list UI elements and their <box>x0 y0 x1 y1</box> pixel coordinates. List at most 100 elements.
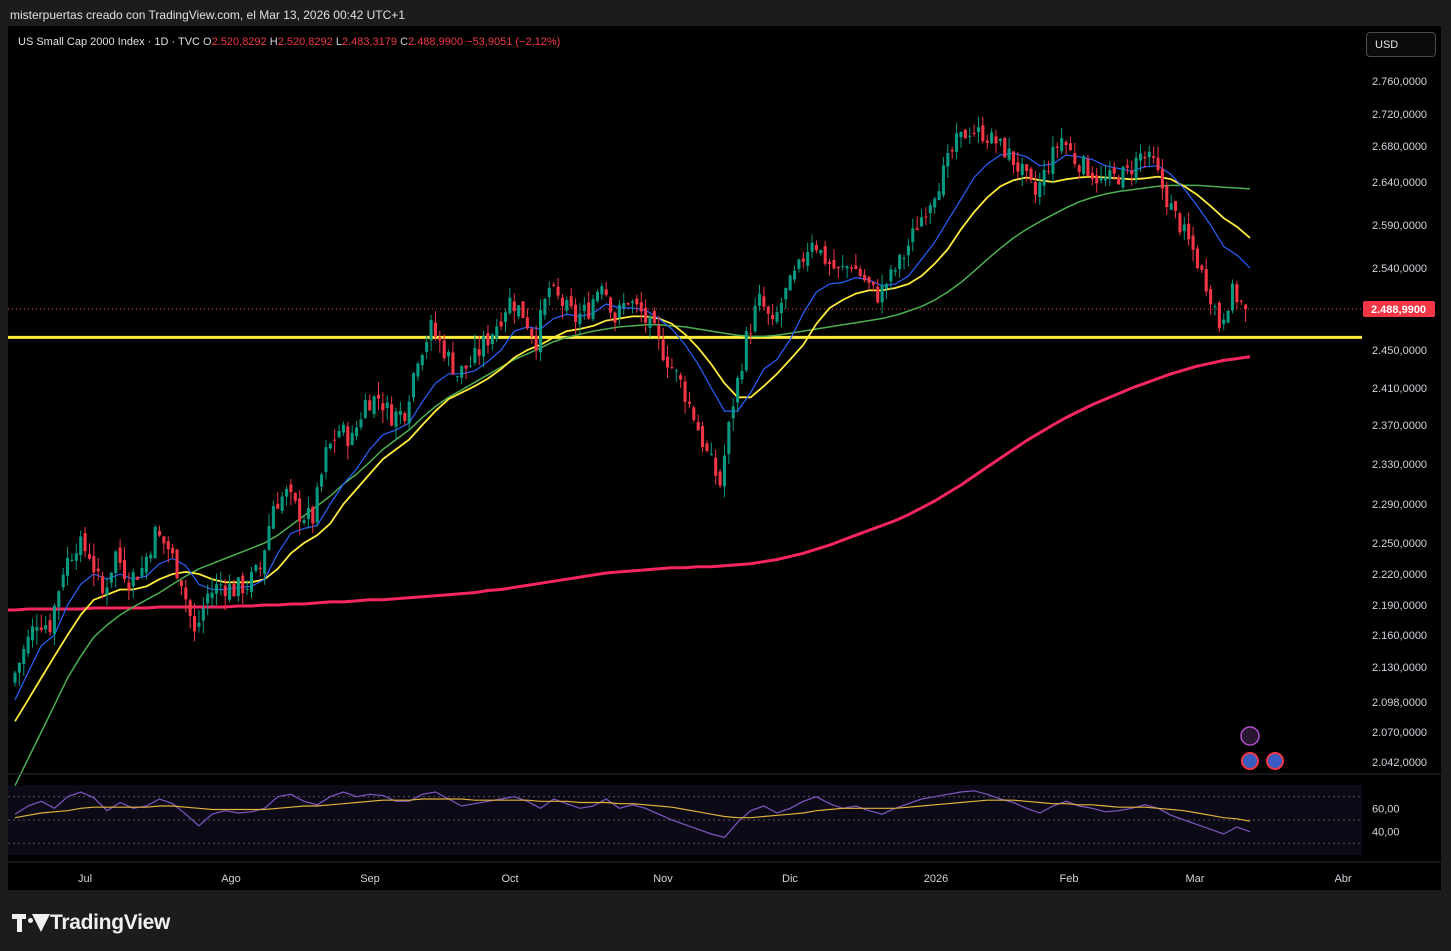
candle-body <box>48 620 52 633</box>
candle-body <box>442 340 446 359</box>
candle-body <box>705 443 709 451</box>
candle-body <box>127 582 131 590</box>
candle-body <box>775 312 779 322</box>
candle-body <box>162 536 166 544</box>
candle-body <box>574 304 578 323</box>
candle-body <box>13 672 17 683</box>
candle-body <box>810 242 814 252</box>
candle-body <box>915 228 919 231</box>
candle-body <box>955 133 959 152</box>
candle-body <box>863 274 867 281</box>
candle-body <box>1138 153 1143 161</box>
time-tick-label: Nov <box>653 873 673 885</box>
candle-body <box>937 191 941 201</box>
price-tick-label: 2.680,0000 <box>1372 141 1427 153</box>
candle-body <box>416 363 420 377</box>
candle-body <box>1200 265 1204 270</box>
time-tick-label: Abr <box>1334 873 1351 885</box>
candle-body <box>981 125 985 142</box>
candle-body <box>280 496 284 511</box>
candle-body <box>1060 137 1064 152</box>
open-value: 2.520,8292 <box>211 36 267 48</box>
price-tick-label: 2.098,0000 <box>1372 697 1427 709</box>
candle-body <box>639 302 643 312</box>
candle-body <box>403 413 407 422</box>
candle-body <box>906 245 910 256</box>
flag-event-icon-2 <box>1266 752 1284 770</box>
candle-body <box>232 583 236 597</box>
candle-body <box>1169 203 1173 210</box>
candle-body <box>320 474 324 487</box>
flag-event-icon <box>1241 752 1259 770</box>
rsi-ma-line <box>14 798 1251 822</box>
candle-body <box>683 381 687 402</box>
currency-button[interactable]: USD <box>1366 32 1436 57</box>
candle-body <box>1095 175 1099 184</box>
candle-body <box>210 592 214 599</box>
candle-body <box>315 487 319 523</box>
candle-body <box>381 403 385 411</box>
candle-body <box>512 301 516 312</box>
candle-body <box>928 205 932 214</box>
candle-body <box>1195 248 1199 269</box>
candle-body <box>521 301 525 318</box>
candle-body <box>411 373 416 398</box>
price-tick-label: 2.760,0000 <box>1372 76 1427 88</box>
candle-body <box>96 568 100 572</box>
candle-body <box>858 268 862 277</box>
candle-body <box>893 270 897 272</box>
candle-body <box>341 424 345 433</box>
candle-body <box>762 296 766 307</box>
price-tick-label: 2.190,0000 <box>1372 600 1427 612</box>
candle-body <box>324 447 328 472</box>
candle-body <box>626 303 630 305</box>
candle-body <box>447 352 451 357</box>
tradingview-logo-icon <box>12 914 50 932</box>
candle-body <box>1204 268 1208 292</box>
candle-body <box>920 217 924 227</box>
candle-body <box>1239 300 1243 302</box>
candle-body <box>92 555 96 573</box>
candle-body <box>998 138 1002 142</box>
candle-body <box>968 135 972 137</box>
lightning-event-icon <box>1240 726 1260 746</box>
candle-body <box>263 550 267 575</box>
ma-20-line <box>14 175 1251 722</box>
ma-200-line <box>14 355 1251 612</box>
candle-body <box>648 316 652 328</box>
candle-body <box>306 507 310 520</box>
candle-body <box>66 557 70 576</box>
candle-body <box>823 246 827 264</box>
candle-body <box>17 662 21 673</box>
candle-body <box>718 471 722 486</box>
candle-body <box>1213 306 1217 308</box>
candle-body <box>941 165 945 196</box>
price-chart[interactable]: 2.760,0000 2.720,0000 2.680,0000 2.640,0000… <box>0 0 1451 895</box>
candle-body <box>1055 146 1059 148</box>
candle-body <box>994 136 998 144</box>
candle-body <box>972 132 976 134</box>
candle-body <box>267 526 271 550</box>
change-value: −53,9051 (−2,12%) <box>466 36 561 48</box>
candle-body <box>517 305 521 317</box>
candle-body <box>670 367 674 369</box>
candle-body <box>394 411 398 427</box>
candle-body <box>911 228 915 243</box>
candle-body <box>613 312 617 323</box>
candle-body <box>214 584 218 594</box>
candle-body <box>867 276 871 283</box>
candle-body <box>149 554 153 559</box>
candle-body <box>661 339 665 361</box>
candle-body <box>245 588 249 590</box>
candle-body <box>933 198 937 208</box>
candle-body <box>692 407 696 420</box>
candle-body <box>1156 157 1160 171</box>
candle-body <box>880 285 884 303</box>
candle-body <box>346 426 350 447</box>
tradingview-logo[interactable]: TradingView <box>12 910 170 936</box>
candle-body <box>959 131 963 138</box>
candle-body <box>473 347 477 363</box>
candle-body <box>503 312 508 322</box>
candle-body <box>657 325 661 337</box>
price-tick-label: 2.590,0000 <box>1372 220 1427 232</box>
